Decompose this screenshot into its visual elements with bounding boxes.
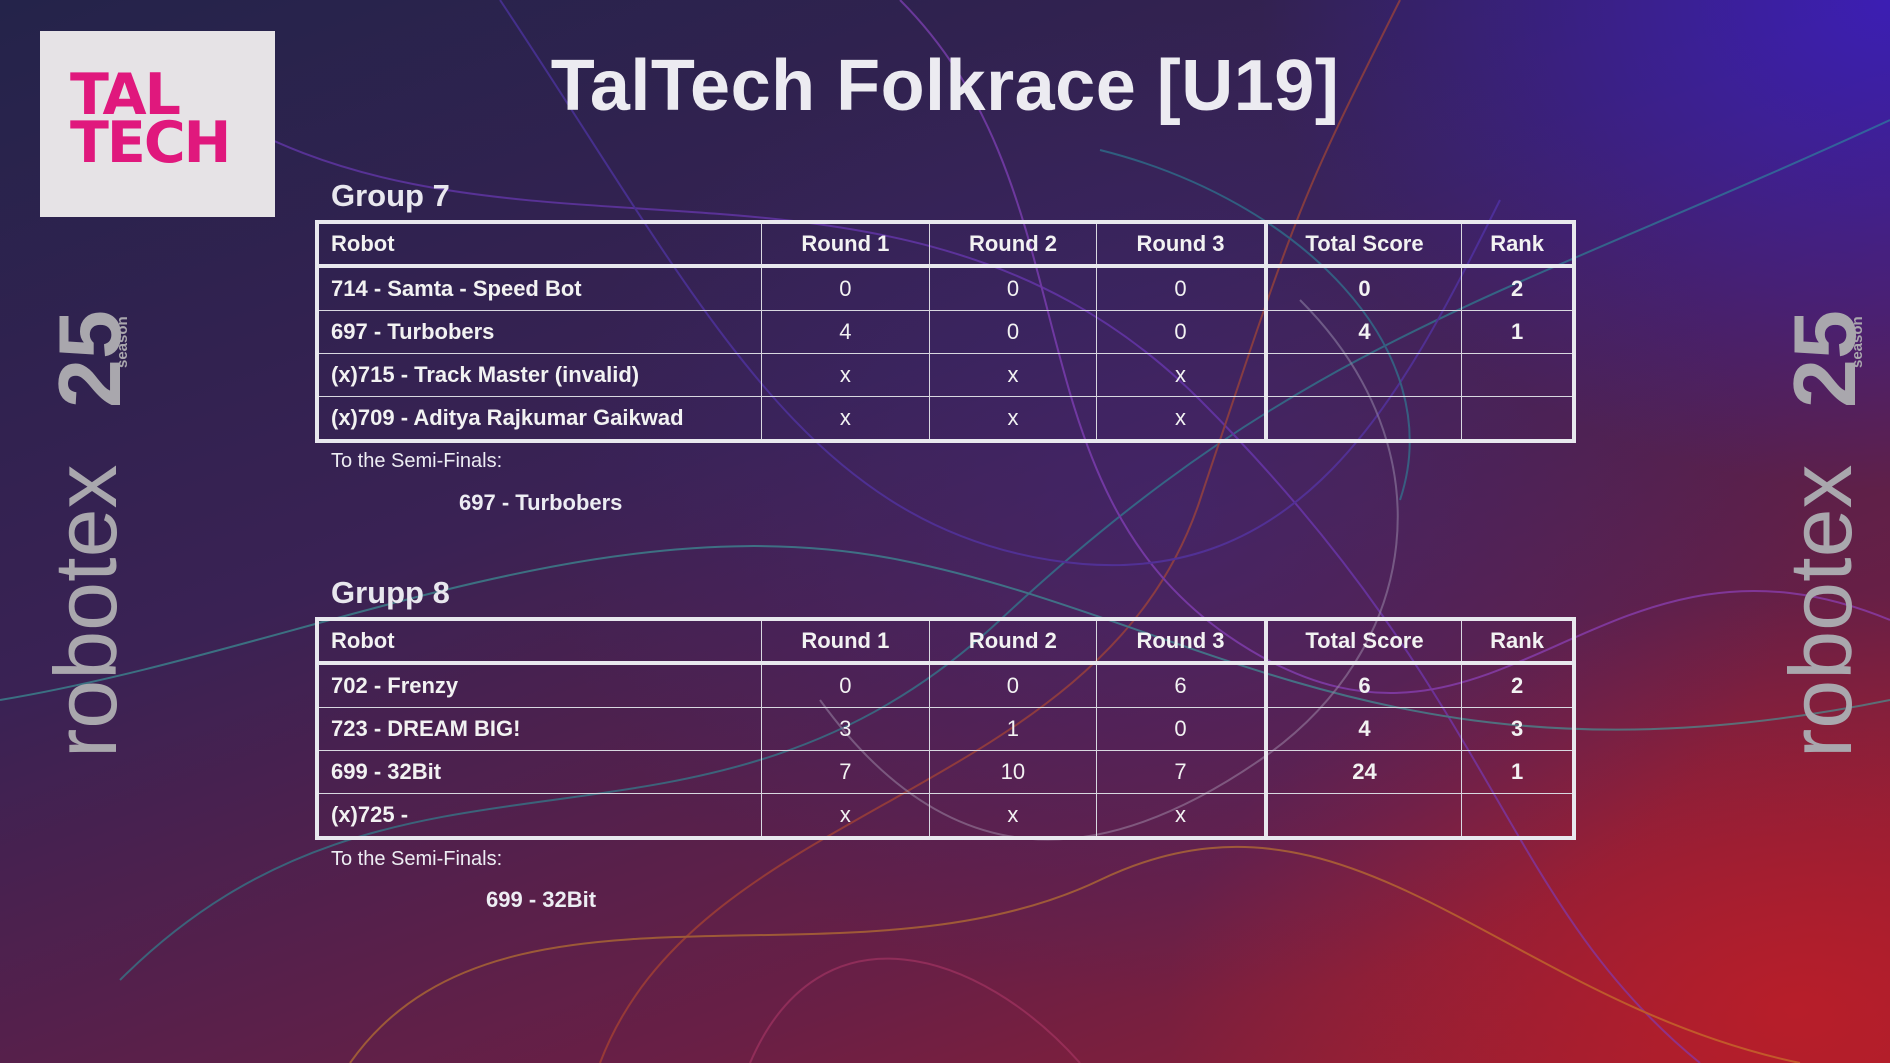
- round-2-score: 10: [928, 750, 1098, 794]
- robotex-number-left: 25: [40, 310, 130, 408]
- col-round-3: Round 3: [1096, 618, 1267, 665]
- rank: 1: [1461, 750, 1575, 794]
- table-row: 697 - Turbobers 4 0 0 4 1: [316, 310, 1575, 354]
- table-row: 699 - 32Bit 7 10 7 24 1: [316, 750, 1575, 794]
- total-score: 4: [1263, 707, 1463, 751]
- round-1-score: 0: [761, 662, 930, 708]
- robot-name: (x)715 - Track Master (invalid): [316, 353, 763, 397]
- col-round-3: Round 3: [1096, 221, 1267, 268]
- rank: 2: [1461, 265, 1575, 311]
- table-row: 723 - DREAM BIG! 3 1 0 4 3: [316, 707, 1575, 751]
- total-score: 6: [1263, 662, 1463, 708]
- round-2-score: 0: [928, 662, 1098, 708]
- round-2-score: 0: [928, 310, 1098, 354]
- logo-wordmark: TAL TECH: [70, 62, 231, 176]
- round-2-score: 0: [928, 265, 1098, 311]
- col-round-1: Round 1: [761, 618, 930, 665]
- semi-finals-label-8: To the Semi-Finals:: [331, 848, 503, 870]
- table-row: 702 - Frenzy 0 0 6 6 2: [316, 662, 1575, 708]
- rank: [1461, 396, 1575, 442]
- robotex-brand-left: robotex 25 season: [20, 300, 139, 770]
- rank: [1461, 353, 1575, 397]
- round-3-score: x: [1096, 396, 1267, 442]
- col-round-1: Round 1: [761, 221, 930, 268]
- table-row: (x)725 - x x x: [316, 793, 1575, 839]
- robotex-brand-right: robotex 25 season: [1755, 300, 1874, 770]
- table-row: (x)709 - Aditya Rajkumar Gaikwad x x x: [316, 396, 1575, 442]
- round-3-score: 0: [1096, 707, 1267, 751]
- round-1-score: x: [761, 353, 930, 397]
- logo-line-2: TECH: [70, 110, 231, 176]
- semi-finals-team-7: 697 - Turbobers: [459, 490, 623, 515]
- table-header-row: Robot Round 1 Round 2 Round 3 Total Scor…: [316, 618, 1575, 665]
- col-total-score: Total Score: [1263, 221, 1463, 268]
- total-score: 24: [1263, 750, 1463, 794]
- rank: [1461, 793, 1575, 839]
- group-title-8: Grupp 8: [331, 575, 450, 610]
- taltech-logo: TAL TECH: [40, 31, 275, 217]
- results-table-group-7: Robot Round 1 Round 2 Round 3 Total Scor…: [315, 220, 1576, 443]
- table-row: (x)715 - Track Master (invalid) x x x: [316, 353, 1575, 397]
- round-3-score: 0: [1096, 310, 1267, 354]
- col-robot: Robot: [316, 618, 763, 665]
- results-table-group-8: Robot Round 1 Round 2 Round 3 Total Scor…: [315, 617, 1576, 840]
- round-3-score: 7: [1096, 750, 1267, 794]
- round-3-score: x: [1096, 353, 1267, 397]
- logo-line-1: TAL: [70, 62, 181, 128]
- round-2-score: x: [928, 353, 1098, 397]
- total-score: [1263, 396, 1463, 442]
- semi-finals-label-7: To the Semi-Finals:: [331, 450, 503, 472]
- total-score: 4: [1263, 310, 1463, 354]
- robotex-word-left: robotex: [36, 464, 130, 758]
- robot-name: 723 - DREAM BIG!: [316, 707, 763, 751]
- round-3-score: 0: [1096, 265, 1267, 311]
- round-1-score: 3: [761, 707, 930, 751]
- round-1-score: x: [761, 793, 930, 839]
- semi-finals-team-8: 699 - 32Bit: [486, 887, 597, 912]
- robot-name: (x)725 -: [316, 793, 763, 839]
- robot-name: 702 - Frenzy: [316, 662, 763, 708]
- round-3-score: 6: [1096, 662, 1267, 708]
- total-score: [1263, 353, 1463, 397]
- col-rank: Rank: [1461, 618, 1575, 665]
- round-1-score: 7: [761, 750, 930, 794]
- col-robot: Robot: [316, 221, 763, 268]
- col-total-score: Total Score: [1263, 618, 1463, 665]
- rank: 3: [1461, 707, 1575, 751]
- col-rank: Rank: [1461, 221, 1575, 268]
- robotex-season-left: season: [114, 316, 130, 368]
- robot-name: 699 - 32Bit: [316, 750, 763, 794]
- round-1-score: x: [761, 396, 930, 442]
- robotex-number-right: 25: [1775, 310, 1865, 408]
- robot-name: 697 - Turbobers: [316, 310, 763, 354]
- round-2-score: 1: [928, 707, 1098, 751]
- table-row: 714 - Samta - Speed Bot 0 0 0 0 2: [316, 265, 1575, 311]
- group-title-7: Group 7: [331, 178, 450, 213]
- round-1-score: 0: [761, 265, 930, 311]
- total-score: 0: [1263, 265, 1463, 311]
- page-title: TalTech Folkrace [U19]: [550, 46, 1340, 126]
- col-round-2: Round 2: [928, 221, 1098, 268]
- robot-name: 714 - Samta - Speed Bot: [316, 265, 763, 311]
- round-2-score: x: [928, 793, 1098, 839]
- round-1-score: 4: [761, 310, 930, 354]
- robot-name: (x)709 - Aditya Rajkumar Gaikwad: [316, 396, 763, 442]
- table-header-row: Robot Round 1 Round 2 Round 3 Total Scor…: [316, 221, 1575, 268]
- round-2-score: x: [928, 396, 1098, 442]
- total-score: [1263, 793, 1463, 839]
- robotex-season-right: season: [1849, 316, 1865, 368]
- round-3-score: x: [1096, 793, 1267, 839]
- rank: 1: [1461, 310, 1575, 354]
- col-round-2: Round 2: [928, 618, 1098, 665]
- rank: 2: [1461, 662, 1575, 708]
- robotex-word-right: robotex: [1771, 464, 1865, 758]
